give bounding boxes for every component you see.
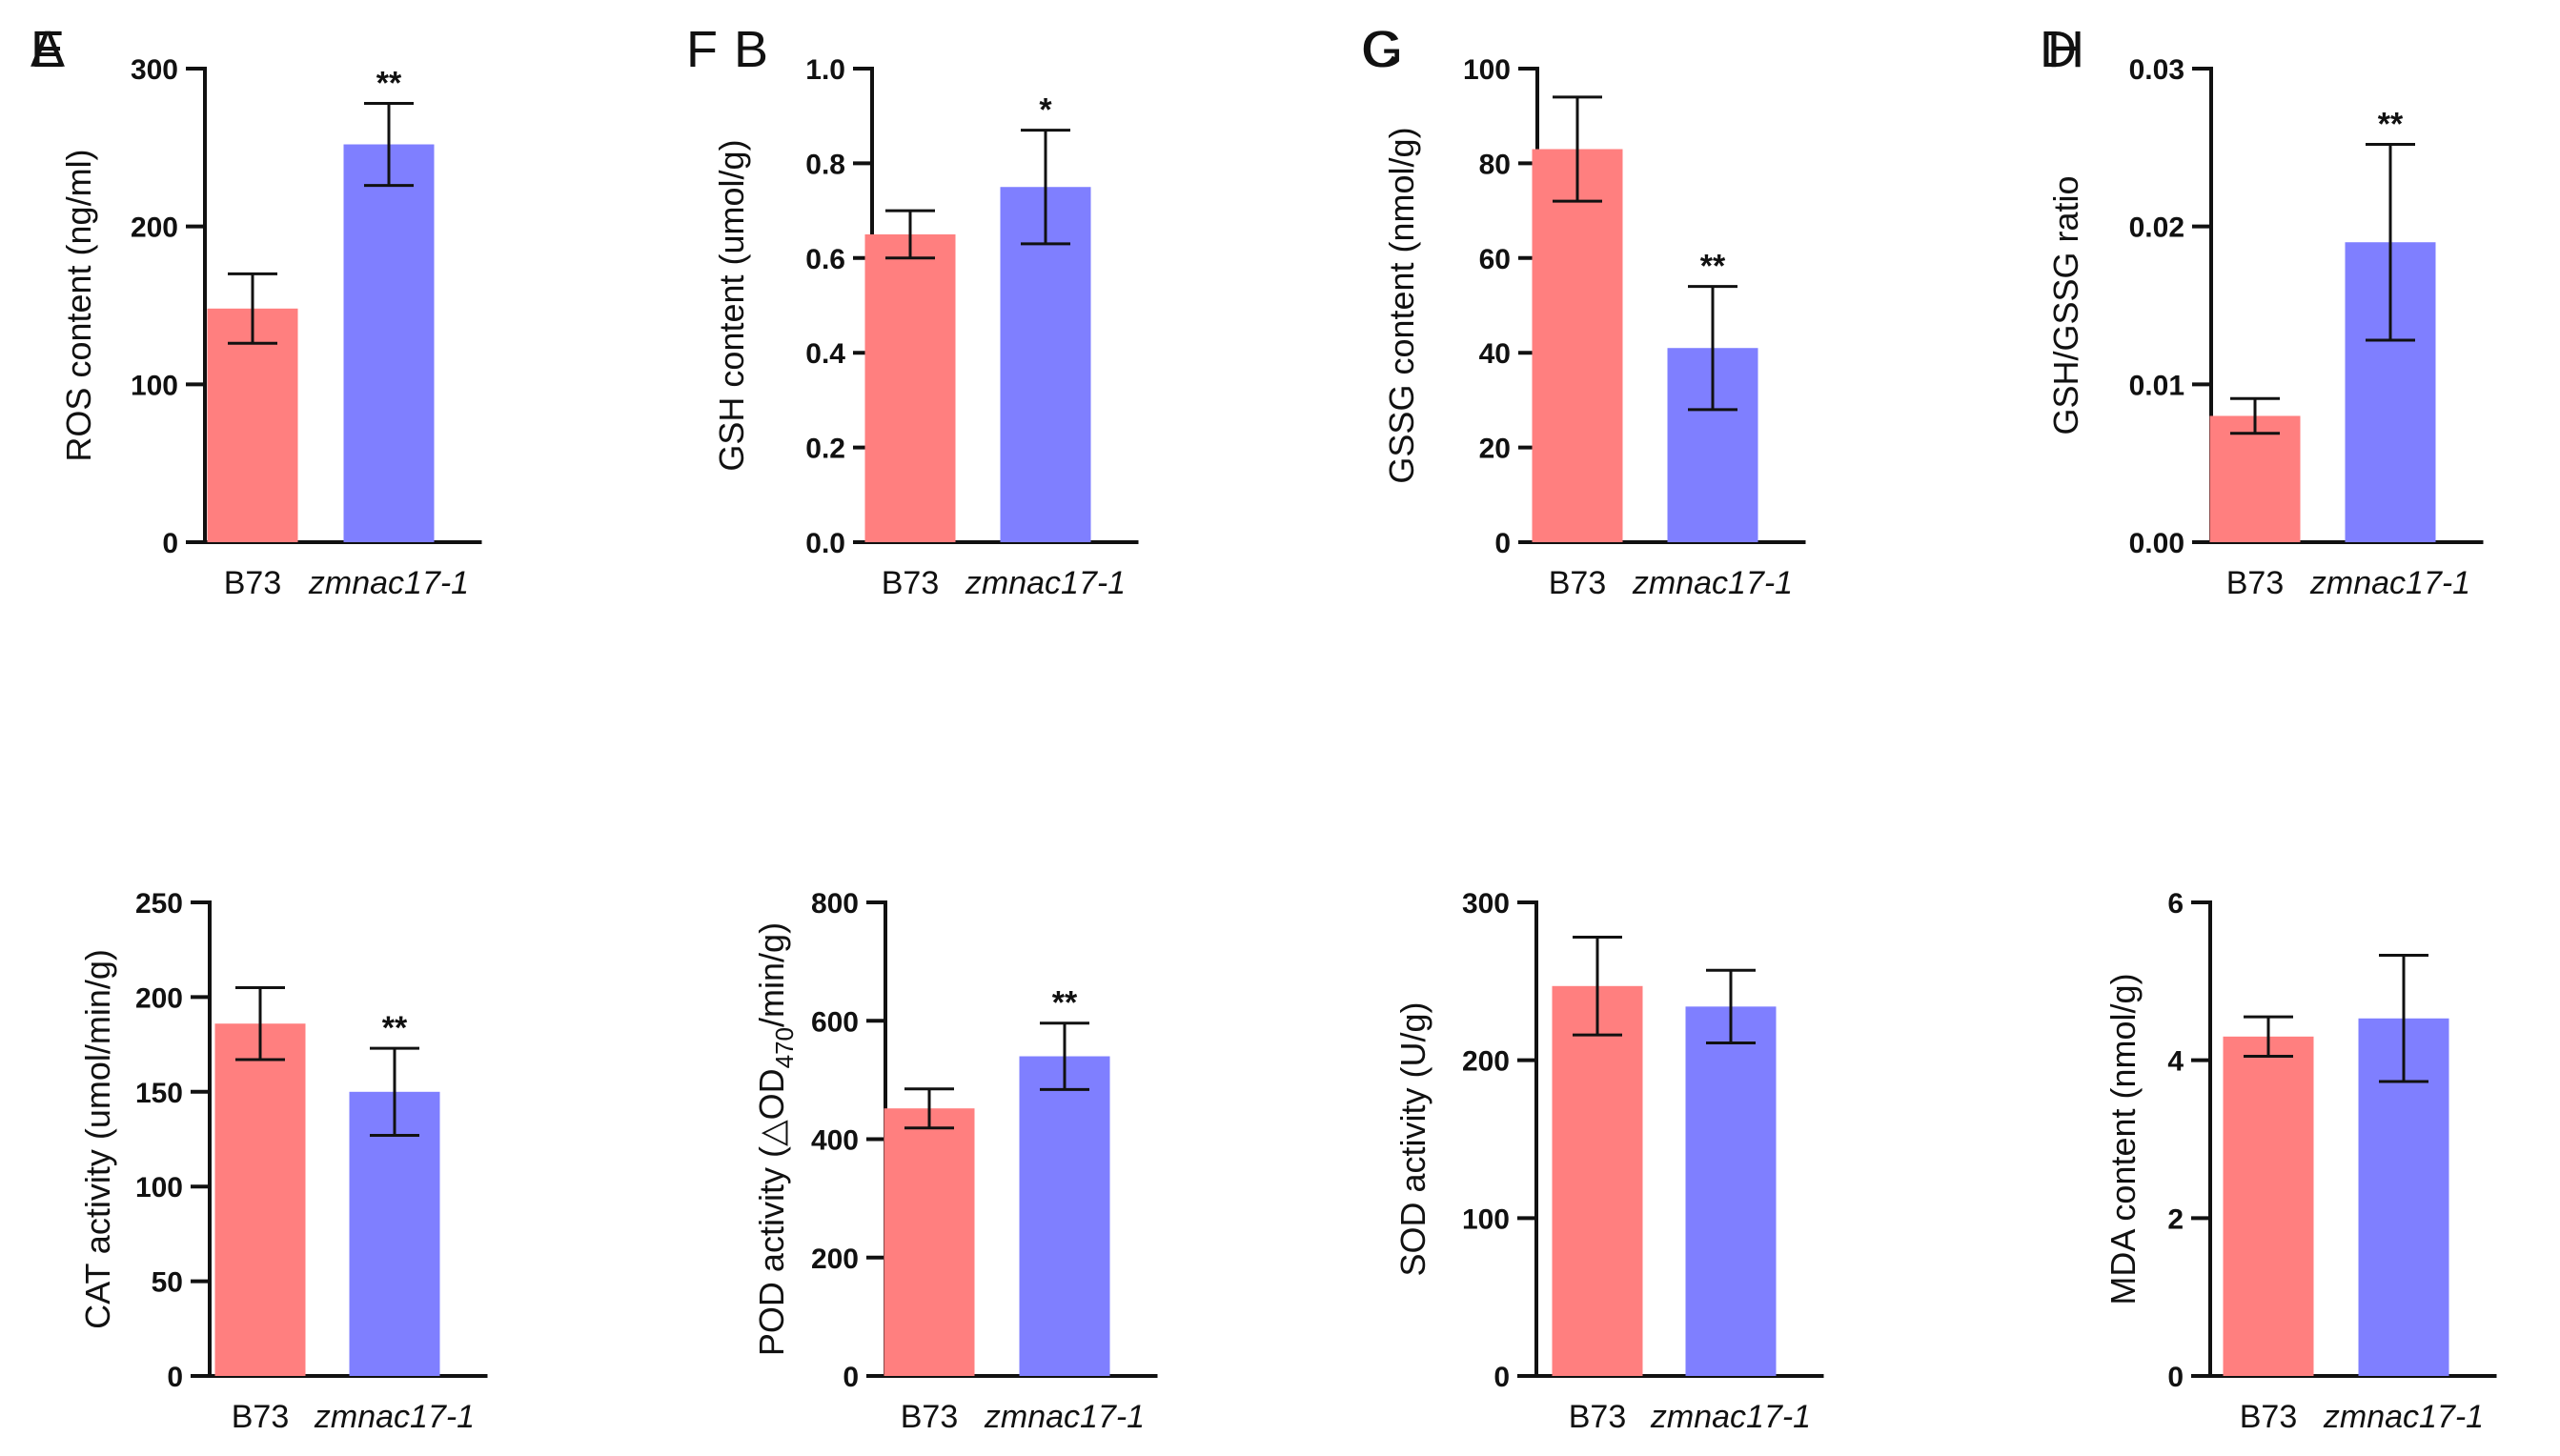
category-label: zmnac17-1 [984,1399,1145,1435]
y-tick-label: 0.4 [805,338,845,370]
panel-letter: H [2047,21,2084,78]
panel-d: D 0.00 0.01 0.02 0.03 GSH/GSSG ratio B73 ** zmna… [2040,21,2484,601]
y-tick-label: 200 [135,982,183,1014]
category-label: zmnac17-1 [1650,1399,1811,1435]
bar-zmnac17-1 [349,1091,440,1376]
category-label: B73 [2226,565,2285,601]
category-label: zmnac17-1 [314,1399,475,1435]
y-tick-label: 300 [131,54,178,86]
y-tick-label: 0.2 [805,434,845,465]
bar-b73 [864,233,956,542]
y-axis-label: SOD activity (U/g) [1393,1001,1432,1276]
y-tick-label: 0.02 [2129,212,2184,244]
y-axis-label: GSSG content (nmol/g) [1382,127,1421,483]
bar-zmnac17-1 [1685,1006,1777,1376]
category-label: B73 [2240,1399,2298,1435]
category-label: B73 [1549,565,1607,601]
bar-b73 [214,1023,306,1376]
category-label: zmnac17-1 [308,565,469,601]
panel-letter: E [30,21,65,78]
y-tick-label: 100 [131,370,178,401]
panel-letter: D [2040,21,2077,78]
y-tick-label: 2 [2167,1203,2184,1235]
y-tick-label: 400 [811,1125,859,1157]
category-label: zmnac17-1 [2323,1399,2484,1435]
y-tick-label: 80 [1479,149,1511,180]
y-tick-label: 0.01 [2129,370,2184,401]
y-axis-label: GSH/GSSG ratio [2046,175,2085,435]
y-axis-label: POD activity (△OD470/min/g) [752,922,799,1356]
category-label: B73 [882,565,940,601]
category-label: zmnac17-1 [965,565,1126,601]
y-tick-label: 0 [843,1362,859,1393]
panel-letter: A [30,21,65,78]
significance-mark: * [1039,92,1052,129]
bar-zmnac17-1 [1000,187,1091,542]
y-tick-label: 4 [2167,1046,2184,1078]
y-axis-label: CAT activity (umol/min/g) [78,949,117,1329]
y-tick-label: 0.8 [805,149,845,180]
bar-b73 [207,308,298,542]
y-tick-label: 0.6 [805,244,845,275]
y-tick-label: 0 [1494,528,1511,559]
category-label: zmnac17-1 [2309,565,2470,601]
panel-a: A 0 100 200 300 ROS content (ng/ml) B73 ** zmnac… [30,21,482,601]
y-tick-label: 150 [135,1078,183,1109]
y-tick-label: 0 [167,1362,183,1393]
y-tick-label: 0.00 [2129,528,2184,559]
y-tick-label: 0 [1493,1362,1510,1393]
category-label: B73 [901,1399,959,1435]
bar-zmnac17-1 [1019,1056,1110,1376]
significance-mark: ** [382,1010,408,1046]
y-tick-label: 800 [811,888,859,920]
panel-h: H 0 2 4 6 MDA content (nmol/g) B73 zmnac17-1 [2047,21,2497,1435]
bar-b73 [884,1108,975,1376]
panel-e: E 0 50 100 150 200 250 CAT activity (umol/min/g… [30,21,488,1435]
y-axis-label: GSH content (umol/g) [712,139,751,471]
significance-mark: ** [1700,249,1726,285]
panel-letter: C [1361,21,1398,78]
y-tick-label: 1.0 [805,54,845,86]
panel-letter: G [1363,21,1403,78]
y-tick-label: 0 [162,528,178,559]
y-axis-label: MDA content (nmol/g) [2103,973,2143,1304]
category-label: B73 [1569,1399,1627,1435]
y-tick-label: 0.0 [805,528,845,559]
significance-mark: ** [2378,107,2404,143]
panel-letter: B [734,21,768,78]
y-tick-label: 600 [811,1006,859,1038]
significance-mark: ** [376,65,402,101]
y-tick-label: 20 [1479,434,1511,465]
y-tick-label: 60 [1479,244,1511,275]
y-tick-label: 100 [1463,54,1511,86]
y-tick-label: 100 [1462,1203,1510,1235]
y-tick-label: 100 [135,1172,183,1203]
y-tick-label: 6 [2167,888,2184,920]
panel-b: B 0.0 0.2 0.4 0.6 0.8 1.0 GSH content (umol/g) B… [712,21,1139,601]
panel-f: F 0 200 400 600 800 POD activity (△OD470/min/g… [686,21,1158,1435]
y-tick-label: 40 [1479,338,1511,370]
category-label: B73 [224,565,282,601]
bar-b73 [2209,415,2301,542]
y-tick-label: 50 [152,1267,183,1299]
panel-c: C 0 20 40 60 80 100 GSSG content (nmol/g) B73 ** z… [1361,21,1806,601]
bar-b73 [1532,149,1623,543]
y-tick-label: 300 [1462,888,1510,920]
y-tick-label: 200 [811,1244,859,1275]
y-tick-label: 0.03 [2129,54,2184,86]
category-label: zmnac17-1 [1632,565,1793,601]
y-axis-label: ROS content (ng/ml) [59,149,98,461]
y-tick-label: 250 [135,888,183,920]
y-tick-label: 200 [131,212,178,244]
y-tick-label: 0 [2167,1362,2184,1393]
y-tick-label: 200 [1462,1046,1510,1078]
significance-mark: ** [1052,985,1078,1021]
panel-letter: F [686,21,718,78]
bar-b73 [1552,985,1643,1376]
category-label: B73 [232,1399,290,1435]
bar-b73 [2223,1036,2314,1376]
bar-zmnac17-1 [343,144,435,542]
